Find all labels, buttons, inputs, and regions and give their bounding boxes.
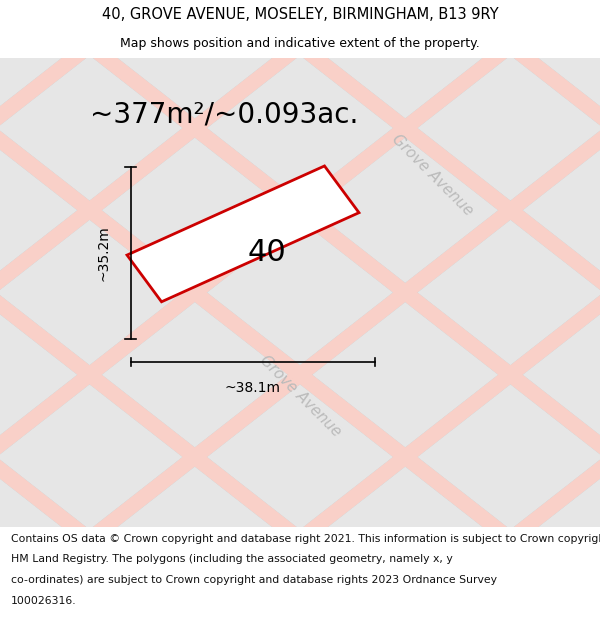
Polygon shape [0, 0, 153, 177]
Polygon shape [206, 0, 394, 36]
Polygon shape [0, 325, 259, 625]
Polygon shape [447, 408, 600, 625]
Polygon shape [0, 0, 183, 36]
Polygon shape [341, 0, 600, 260]
Polygon shape [0, 219, 183, 366]
Polygon shape [0, 384, 183, 530]
Polygon shape [206, 55, 394, 201]
Polygon shape [131, 0, 600, 424]
Polygon shape [101, 466, 288, 612]
Polygon shape [236, 242, 600, 625]
Polygon shape [0, 161, 469, 625]
Polygon shape [0, 0, 600, 589]
Text: ~35.2m: ~35.2m [97, 225, 111, 281]
Text: 40, GROVE AVENUE, MOSELEY, BIRMINGHAM, B13 9RY: 40, GROVE AVENUE, MOSELEY, BIRMINGHAM, B… [101, 7, 499, 22]
Polygon shape [0, 302, 77, 448]
Polygon shape [417, 219, 600, 366]
Polygon shape [0, 0, 259, 260]
Polygon shape [131, 161, 600, 625]
Polygon shape [0, 0, 77, 119]
Polygon shape [206, 219, 394, 366]
Polygon shape [0, 78, 574, 625]
Text: ~377m²/~0.093ac.: ~377m²/~0.093ac. [90, 100, 358, 128]
Text: Map shows position and indicative extent of the property.: Map shows position and indicative extent… [120, 37, 480, 50]
Polygon shape [0, 0, 600, 589]
Text: Grove Avenue: Grove Avenue [388, 132, 476, 219]
Polygon shape [447, 408, 600, 625]
Polygon shape [0, 0, 364, 342]
Polygon shape [0, 0, 469, 424]
Polygon shape [26, 0, 600, 507]
Polygon shape [0, 55, 183, 201]
Polygon shape [101, 138, 288, 283]
Polygon shape [236, 242, 600, 625]
Polygon shape [417, 55, 600, 201]
Polygon shape [312, 138, 499, 283]
Polygon shape [0, 408, 153, 625]
Polygon shape [0, 0, 600, 589]
Text: Grove Avenue: Grove Avenue [256, 352, 344, 439]
Polygon shape [312, 0, 499, 119]
Text: Contains OS data © Crown copyright and database right 2021. This information is : Contains OS data © Crown copyright and d… [11, 534, 600, 544]
Polygon shape [0, 78, 574, 625]
Polygon shape [0, 408, 153, 625]
Polygon shape [523, 138, 600, 283]
Polygon shape [341, 325, 600, 625]
Polygon shape [206, 549, 394, 625]
Text: 40: 40 [248, 238, 286, 267]
Polygon shape [552, 0, 600, 96]
Polygon shape [417, 384, 600, 530]
Polygon shape [0, 325, 259, 625]
Polygon shape [447, 0, 600, 177]
Text: co-ordinates) are subject to Crown copyright and database rights 2023 Ordnance S: co-ordinates) are subject to Crown copyr… [11, 575, 497, 585]
Polygon shape [417, 0, 600, 36]
Polygon shape [0, 0, 48, 96]
Polygon shape [0, 242, 364, 625]
Polygon shape [341, 325, 600, 625]
Polygon shape [0, 0, 574, 507]
Polygon shape [127, 166, 359, 302]
Polygon shape [101, 302, 288, 448]
Polygon shape [0, 138, 77, 283]
Polygon shape [0, 489, 48, 625]
Polygon shape [0, 242, 364, 625]
Polygon shape [0, 0, 364, 342]
Polygon shape [236, 0, 600, 342]
Polygon shape [523, 466, 600, 612]
Polygon shape [26, 0, 600, 507]
Polygon shape [0, 549, 183, 625]
Polygon shape [236, 0, 600, 342]
Polygon shape [0, 0, 259, 260]
Text: ~38.1m: ~38.1m [225, 381, 281, 395]
Polygon shape [131, 161, 600, 625]
Polygon shape [523, 0, 600, 119]
Polygon shape [0, 0, 469, 424]
Text: 100026316.: 100026316. [11, 596, 76, 606]
Polygon shape [26, 78, 600, 625]
Polygon shape [447, 0, 600, 177]
Polygon shape [0, 0, 153, 177]
Text: HM Land Registry. The polygons (including the associated geometry, namely x, y: HM Land Registry. The polygons (includin… [11, 554, 452, 564]
Polygon shape [101, 0, 288, 119]
Polygon shape [552, 489, 600, 625]
Polygon shape [0, 466, 77, 612]
Polygon shape [26, 78, 600, 625]
